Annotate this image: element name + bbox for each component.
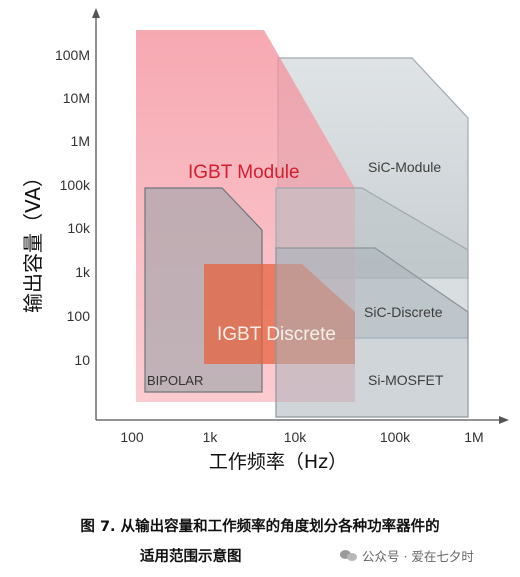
x-tick-label: 100k <box>380 429 411 445</box>
figure-caption-line-1: 图 7. 从输出容量和工作频率的角度划分各种功率器件的 <box>80 519 440 535</box>
y-tick-labels: 100M 10M 1M 100k 10k 1k 100 10 <box>55 47 91 368</box>
y-tick-label: 10M <box>63 90 90 106</box>
y-tick-label: 100M <box>55 47 90 63</box>
y-tick-label: 100k <box>60 177 91 193</box>
y-tick-label: 1k <box>75 264 91 280</box>
y-tick-label: 100 <box>67 308 91 324</box>
x-tick-label: 10k <box>284 429 308 445</box>
label-igbt-module: IGBT Module <box>188 162 300 183</box>
power-device-range-diagram: IGBT Module SiC-Module BIPOLAR SiC-Discr… <box>21 8 509 473</box>
x-tick-label: 1k <box>203 429 219 445</box>
x-tick-label: 1M <box>464 429 483 445</box>
figure-caption-line-2: 适用范围示意图 <box>140 549 242 565</box>
watermark-text: 公众号 · 爱在七夕时 <box>362 549 474 564</box>
label-bipolar: BIPOLAR <box>147 373 203 388</box>
label-igbt-discrete: IGBT Discrete <box>217 324 336 345</box>
x-tick-labels: 100 1k 10k 100k 1M <box>120 429 483 445</box>
label-sic-module: SiC-Module <box>368 159 441 175</box>
axes <box>92 8 509 424</box>
y-tick-label: 10 <box>74 352 90 368</box>
y-tick-label: 10k <box>67 220 91 236</box>
watermark: 公众号 · 爱在七夕时 <box>340 546 474 565</box>
y-axis-arrow-icon <box>92 8 100 18</box>
region-si-mosfet <box>275 247 469 418</box>
x-axis-arrow-icon <box>499 416 509 424</box>
label-sic-discrete: SiC-Discrete <box>364 304 443 320</box>
label-si-mosfet: Si-MOSFET <box>368 372 444 388</box>
x-tick-label: 100 <box>120 429 144 445</box>
y-axis-title: 输出容量（VA） <box>21 167 45 313</box>
y-tick-label: 1M <box>71 133 90 149</box>
wechat-icon <box>340 549 358 563</box>
x-axis-title: 工作频率（Hz） <box>209 451 347 473</box>
